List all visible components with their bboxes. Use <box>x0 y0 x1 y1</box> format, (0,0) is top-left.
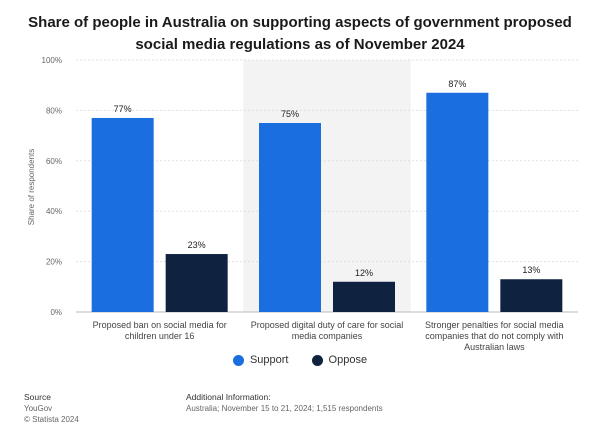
legend-label-support: Support <box>249 354 289 366</box>
y-tick-label: 0% <box>50 308 62 317</box>
additional-info-block: Additional Information: Australia; Novem… <box>186 392 383 414</box>
bar-oppose-3 <box>500 279 563 312</box>
legend-item-support[interactable]: Support <box>232 354 289 366</box>
legend-label-oppose: Oppose <box>328 354 368 366</box>
bar-support-3 <box>426 92 489 312</box>
source-block: Source YouGov © Statista 2024 <box>24 392 79 425</box>
source-name[interactable]: YouGov <box>24 404 53 413</box>
source-heading: Source <box>24 392 51 402</box>
bar-value-label: 12% <box>355 268 373 278</box>
bar-oppose-1 <box>165 254 228 312</box>
x-tick-label: Stronger penalties for social media compa… <box>425 320 564 352</box>
additional-info-heading: Additional Information: <box>186 392 271 402</box>
bar-support-2 <box>259 123 321 312</box>
x-axis-labels: Proposed ban on social media for children… <box>93 320 564 352</box>
bar-value-label: 23% <box>188 240 206 250</box>
y-axis-label: Share of respondents <box>27 149 36 226</box>
y-tick-label: 60% <box>46 157 62 166</box>
bar-oppose-2 <box>333 281 395 312</box>
gridlines <box>76 59 578 313</box>
bars <box>91 92 563 313</box>
bar-value-labels: 77% 75% 87% 23% 12% 13% <box>114 79 541 278</box>
legend-swatch-oppose <box>311 354 323 366</box>
x-tick-label: Proposed digital duty of care for social… <box>251 320 404 341</box>
copyright[interactable]: © Statista 2024 <box>24 415 79 424</box>
x-tick-label: Proposed ban on social media for children… <box>93 320 227 341</box>
chart-title: Share of people in Australia on supporti… <box>28 14 572 53</box>
y-tick-label: 20% <box>46 258 62 267</box>
y-axis-ticks: 0% 20% 40% 60% 80% 100% <box>42 56 62 317</box>
y-tick-label: 80% <box>46 106 62 115</box>
bar-value-label: 87% <box>448 79 466 89</box>
bar-value-label: 75% <box>281 109 299 119</box>
legend-item-oppose[interactable]: Oppose <box>311 354 368 366</box>
bar-value-label: 13% <box>522 265 540 275</box>
bar-value-label: 77% <box>114 104 132 114</box>
additional-info-text: Australia; November 15 to 21, 2024; 1,51… <box>186 404 383 413</box>
y-tick-label: 100% <box>42 56 62 65</box>
bar-support-1 <box>91 117 154 313</box>
y-tick-label: 40% <box>46 207 62 216</box>
legend-swatch-support <box>232 354 244 366</box>
legend: Support Oppose <box>0 354 600 369</box>
